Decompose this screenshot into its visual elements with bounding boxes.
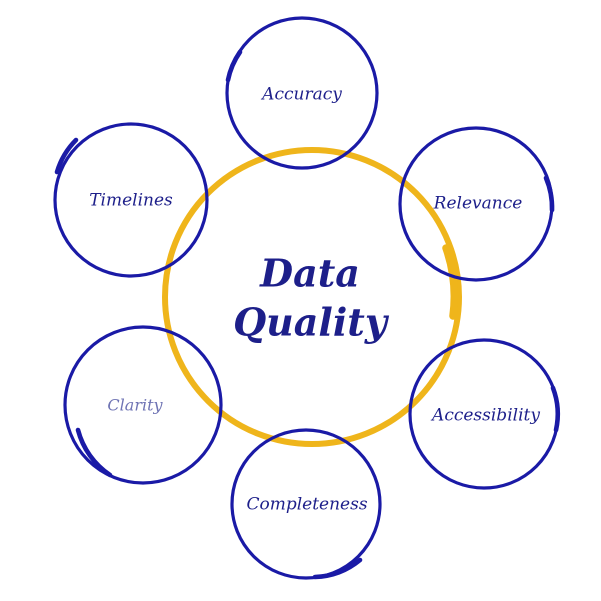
accuracy-ring-tail: [225, 49, 243, 83]
node-clarity: [63, 325, 223, 485]
relevance-label: Relevance: [433, 194, 523, 214]
node-timelines: [53, 122, 209, 278]
clarity-ring-tail: [75, 427, 113, 478]
center-ring-circle: [162, 147, 462, 447]
completeness-ring-tail: [312, 557, 363, 580]
center-ring: [162, 147, 462, 447]
node-accuracy: [225, 16, 379, 170]
accuracy-ring: [225, 16, 379, 170]
timelines-ring-tail: [54, 137, 79, 175]
node-relevance: [398, 126, 555, 282]
node-completeness: [230, 428, 382, 580]
accuracy-label: Accuracy: [260, 85, 342, 105]
clarity-label: Clarity: [107, 396, 163, 415]
node-accessibility: [408, 338, 561, 490]
relevance-ring-tail: [543, 175, 555, 213]
center-title-line2: Quality: [233, 300, 390, 345]
timelines-ring: [53, 122, 209, 278]
accessibility-label: Accessibility: [430, 406, 540, 426]
timelines-label: Timelines: [89, 191, 173, 211]
completeness-label: Completeness: [246, 495, 367, 515]
accessibility-ring-tail: [550, 385, 561, 433]
clarity-ring: [63, 325, 223, 485]
center-title-line1: Data: [259, 251, 360, 296]
center-ring-tail: [442, 244, 459, 320]
completeness-ring: [230, 428, 382, 580]
